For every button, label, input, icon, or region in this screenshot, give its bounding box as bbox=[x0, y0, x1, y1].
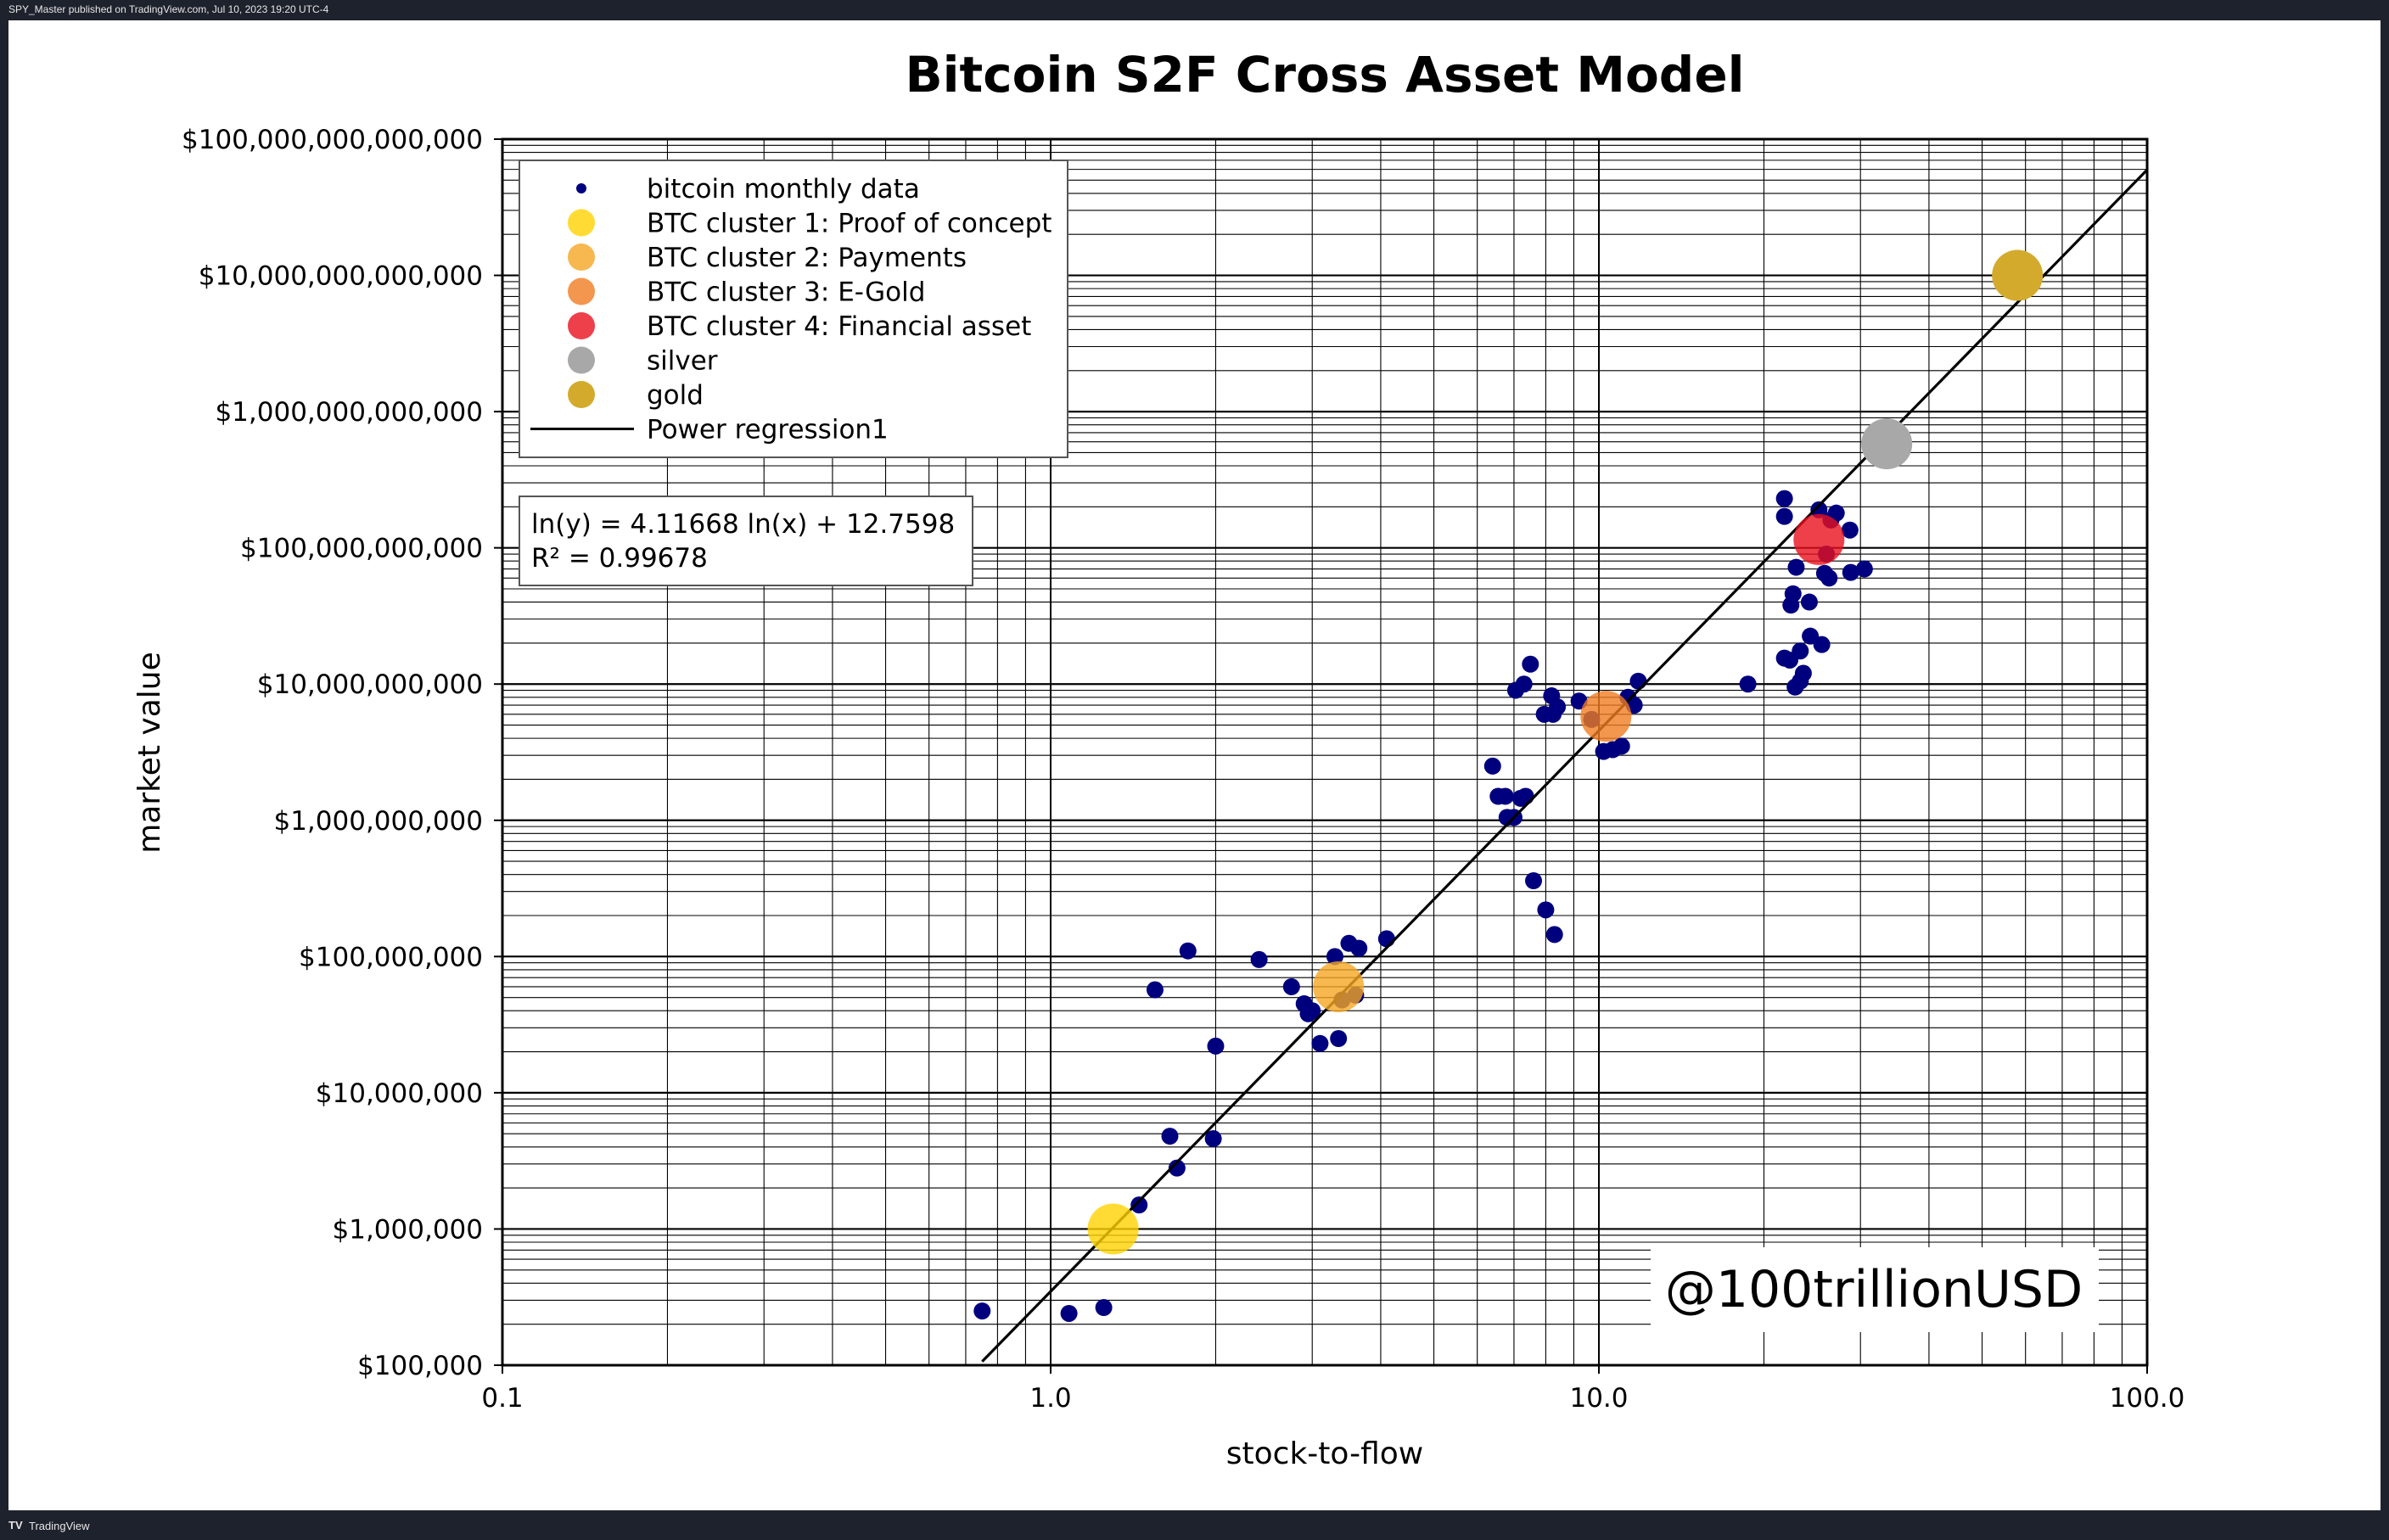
data-point bbox=[1095, 1299, 1113, 1317]
equation-line: R² = 0.99678 bbox=[531, 543, 708, 574]
data-point bbox=[1517, 787, 1534, 805]
data-point bbox=[1326, 948, 1343, 966]
data-point bbox=[1629, 672, 1647, 690]
data-point bbox=[1330, 1029, 1348, 1047]
legend-label: silver bbox=[647, 346, 718, 377]
publish-note: SPY_Master published on TradingView.com,… bbox=[8, 3, 329, 15]
data-point bbox=[1800, 593, 1818, 611]
y-tick-label: $10,000,000,000 bbox=[257, 669, 483, 700]
legend-label: BTC cluster 2: Payments bbox=[647, 243, 967, 273]
data-point bbox=[1537, 901, 1555, 919]
legend-marker bbox=[568, 312, 595, 339]
cluster-4-point bbox=[1793, 513, 1845, 565]
data-point bbox=[1855, 560, 1873, 578]
equation-box bbox=[519, 496, 973, 586]
legend-marker-bitcoin bbox=[576, 183, 586, 193]
legend-box bbox=[519, 160, 1068, 458]
data-point bbox=[1612, 737, 1630, 755]
data-point bbox=[1250, 950, 1268, 968]
data-point bbox=[1483, 757, 1501, 775]
cluster-2-point bbox=[1313, 960, 1365, 1012]
data-point bbox=[1787, 558, 1805, 576]
data-point bbox=[1304, 1002, 1321, 1020]
data-point bbox=[1207, 1037, 1225, 1055]
data-point bbox=[1377, 930, 1395, 948]
data-point bbox=[1161, 1128, 1179, 1145]
legend-label: gold bbox=[647, 380, 704, 411]
data-point bbox=[1775, 507, 1793, 525]
y-tick-label: $10,000,000,000,000 bbox=[199, 261, 483, 292]
watermark-box bbox=[1651, 1247, 2099, 1332]
y-tick-label: $10,000,000 bbox=[316, 1078, 483, 1109]
scatter-points bbox=[973, 490, 1873, 1322]
data-point bbox=[1794, 664, 1812, 682]
y-axis-label: market value bbox=[132, 652, 167, 854]
data-point bbox=[1813, 636, 1831, 653]
equation-line: ln(y) = 4.11668 ln(x) + 12.7598 bbox=[531, 509, 955, 540]
data-point bbox=[1146, 981, 1164, 999]
legend-label: BTC cluster 3: E-Gold bbox=[647, 277, 925, 308]
data-point bbox=[1130, 1196, 1148, 1214]
legend-marker bbox=[568, 381, 595, 408]
y-tick-label: $100,000 bbox=[357, 1351, 483, 1381]
legend-marker bbox=[568, 244, 595, 271]
x-tick-label: 0.1 bbox=[481, 1383, 523, 1414]
data-point bbox=[1545, 926, 1563, 944]
legend-label: BTC cluster 4: Financial asset bbox=[647, 311, 1031, 342]
data-point bbox=[1311, 1034, 1329, 1052]
data-point bbox=[1282, 977, 1300, 995]
x-tick-label: 10.0 bbox=[1569, 1383, 1628, 1414]
data-point bbox=[1784, 585, 1802, 602]
legend: bitcoin monthly data BTC cluster 1: Proof… bbox=[519, 160, 1068, 458]
data-point bbox=[1168, 1159, 1186, 1177]
data-point bbox=[1775, 490, 1793, 507]
legend-marker bbox=[568, 209, 595, 237]
legend-marker bbox=[568, 277, 595, 305]
y-tick-label: $1,000,000 bbox=[333, 1214, 484, 1245]
data-point bbox=[1841, 521, 1859, 539]
data-point bbox=[1792, 642, 1809, 660]
x-axis-label: stock-to-flow bbox=[1226, 1436, 1423, 1471]
y-tick-label: $100,000,000,000 bbox=[240, 534, 483, 564]
y-tick-label: $1,000,000,000,000 bbox=[215, 397, 483, 428]
tradingview-brand[interactable]: TradingView bbox=[29, 1520, 90, 1532]
data-point bbox=[1842, 563, 1859, 581]
data-point bbox=[973, 1302, 991, 1320]
footer-bar: TV TradingView bbox=[0, 1510, 2389, 1540]
regression-line bbox=[981, 169, 2149, 1363]
data-point bbox=[1350, 939, 1368, 957]
publish-bar: SPY_Master published on TradingView.com,… bbox=[0, 0, 2389, 20]
data-point bbox=[1820, 569, 1838, 587]
data-point bbox=[1515, 675, 1533, 693]
data-point bbox=[1179, 942, 1197, 960]
data-point bbox=[1496, 787, 1514, 805]
cluster-1-point bbox=[1087, 1203, 1139, 1255]
y-tick-label: $100,000,000,000,000 bbox=[182, 125, 483, 155]
x-tick-label: 1.0 bbox=[1029, 1383, 1071, 1414]
legend-label: bitcoin monthly data bbox=[647, 174, 920, 204]
gold-point bbox=[1992, 249, 2044, 301]
watermark: @100trillionUSD bbox=[1665, 1260, 2083, 1319]
x-tick-label: 100.0 bbox=[2110, 1383, 2185, 1414]
legend-marker bbox=[568, 346, 595, 374]
data-point bbox=[1810, 501, 1828, 518]
legend-label: Power regression1 bbox=[647, 415, 889, 445]
data-point bbox=[1739, 675, 1757, 693]
tradingview-logo-icon[interactable]: TV bbox=[8, 1519, 23, 1532]
data-point bbox=[1525, 872, 1543, 890]
data-point bbox=[1522, 655, 1539, 673]
y-tick-label: $1,000,000,000 bbox=[273, 806, 483, 837]
y-tick-label: $100,000,000 bbox=[299, 942, 483, 972]
data-point bbox=[1060, 1304, 1078, 1322]
silver-point bbox=[1861, 418, 1913, 470]
chart-title: Bitcoin S2F Cross Asset Model bbox=[905, 46, 1744, 104]
data-point bbox=[1549, 698, 1567, 716]
legend-label: BTC cluster 1: Proof of concept bbox=[647, 209, 1051, 239]
plot-border bbox=[501, 137, 2149, 1367]
data-point bbox=[1204, 1130, 1222, 1148]
cluster-3-point bbox=[1580, 691, 1632, 742]
